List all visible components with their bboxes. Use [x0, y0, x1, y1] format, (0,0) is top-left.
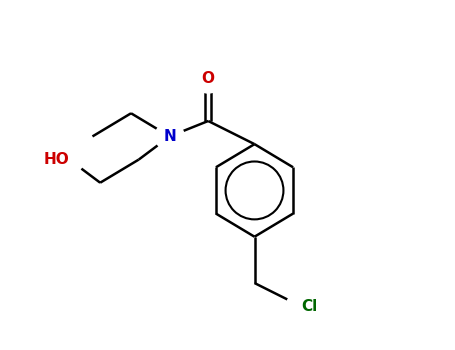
Text: HO: HO [44, 152, 69, 167]
Circle shape [286, 292, 315, 321]
Text: N: N [163, 129, 176, 144]
Text: O: O [202, 71, 215, 86]
Circle shape [55, 145, 84, 174]
Circle shape [194, 64, 222, 93]
Circle shape [155, 122, 184, 151]
Text: Cl: Cl [301, 299, 317, 314]
